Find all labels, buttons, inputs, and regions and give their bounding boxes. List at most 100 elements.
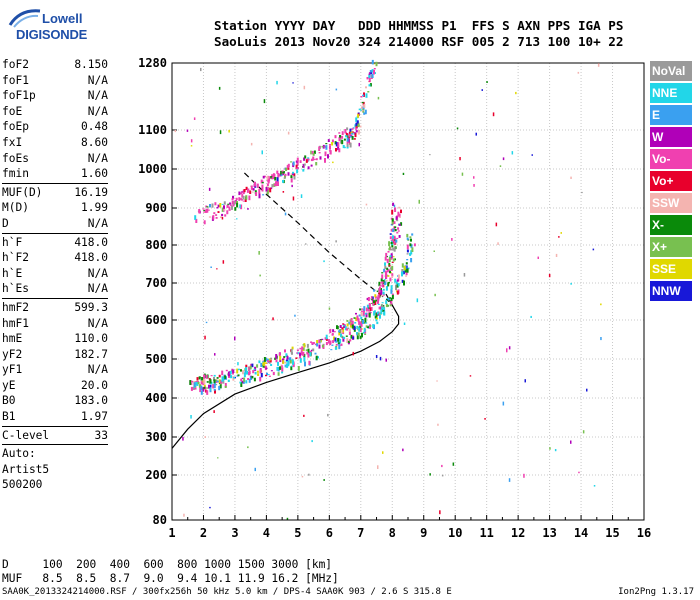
param-value: 418.0 <box>74 251 108 265</box>
f2-high-echo <box>355 126 358 130</box>
o-trace-echo <box>392 228 395 232</box>
f2-multihop-echo <box>296 167 299 170</box>
o-trace-echo <box>351 324 354 329</box>
x-trace-echo <box>317 356 319 359</box>
o-trace-echo <box>373 289 376 292</box>
x-tick-label: 12 <box>511 526 525 540</box>
noise-echo <box>481 89 483 91</box>
o-trace-echo <box>262 361 265 363</box>
param-row: B0 183.0 <box>2 393 108 409</box>
o-trace-echo <box>393 226 396 231</box>
noise-echo <box>437 423 439 426</box>
o-trace-echo <box>386 269 389 273</box>
f2-multihop-echo <box>338 132 341 134</box>
f2-multihop-echo <box>266 190 269 195</box>
f2-multihop-echo <box>327 139 330 142</box>
x-tick-label: 7 <box>357 526 364 540</box>
x-trace-echo <box>242 380 245 384</box>
x-trace-echo <box>389 297 392 299</box>
x-trace-echo <box>216 380 219 383</box>
noise-echo <box>382 451 384 454</box>
f2-multihop-echo <box>211 203 214 208</box>
o-trace-echo <box>252 370 255 374</box>
y-tick-label: 700 <box>145 276 167 290</box>
o-trace-echo <box>391 219 394 225</box>
o-trace-echo <box>338 330 341 333</box>
f2-multihop-echo <box>258 193 261 199</box>
o-trace-echo <box>370 307 373 311</box>
o-trace-echo <box>394 226 397 229</box>
f2-multihop-echo <box>295 160 298 163</box>
noise-echo <box>190 415 192 419</box>
param-row: Artist5 <box>2 462 108 478</box>
o-trace-echo <box>325 342 328 346</box>
f2-multihop-echo <box>313 150 316 154</box>
f2-high-echo <box>369 70 372 73</box>
noise-echo <box>301 475 304 478</box>
x-trace-echo <box>401 269 404 272</box>
f2-multihop-echo <box>246 189 249 193</box>
o-trace-echo <box>270 357 273 360</box>
o-trace-echo <box>200 381 203 385</box>
f2-multihop-echo <box>283 177 286 179</box>
f2-multihop-echo <box>241 194 244 198</box>
legend-item-w: W <box>650 127 692 147</box>
f2-high-echo <box>355 130 358 133</box>
f2-high-echo <box>370 71 373 75</box>
noise-echo <box>267 359 270 361</box>
f2-multihop-echo <box>232 195 234 199</box>
o-trace-echo <box>396 231 399 234</box>
o-trace-echo <box>228 376 230 378</box>
noise-echo <box>261 150 263 155</box>
o-trace-echo <box>279 359 282 362</box>
noise-echo <box>577 71 580 74</box>
noise-echo <box>254 467 256 472</box>
o-trace-echo <box>289 359 292 364</box>
o-trace-echo <box>237 368 240 371</box>
o-trace-echo <box>388 264 391 267</box>
o-trace-echo <box>191 380 194 383</box>
x-trace-echo <box>287 361 290 363</box>
x-trace-echo <box>292 360 294 365</box>
f2-multihop-echo <box>280 174 283 177</box>
noise-echo <box>511 151 514 155</box>
f2-multihop-echo <box>254 181 256 187</box>
x-trace-echo <box>358 327 361 332</box>
x-trace-echo <box>290 366 293 371</box>
f2-multihop-echo <box>304 155 307 159</box>
f2-multihop-echo <box>344 129 347 134</box>
x-trace-echo <box>288 357 291 361</box>
o-trace-echo <box>369 312 372 314</box>
noise-echo <box>508 478 511 482</box>
noise-echo <box>463 273 466 277</box>
noise-echo <box>393 204 396 208</box>
o-trace-echo <box>195 381 198 383</box>
f2-multihop-echo <box>231 205 233 210</box>
o-trace-echo <box>375 299 378 302</box>
param-value: N/A <box>87 282 108 296</box>
param-separator <box>2 444 108 446</box>
o-trace-echo <box>327 339 330 344</box>
o-trace-echo <box>236 368 239 374</box>
x-trace-echo <box>395 283 398 285</box>
o-trace-echo <box>366 297 369 301</box>
o-trace-echo <box>248 370 251 375</box>
param-value: N/A <box>87 104 108 118</box>
f2-multihop-echo <box>269 187 272 193</box>
x-tick-label: 4 <box>263 526 270 540</box>
o-trace-echo <box>373 300 375 303</box>
o-trace-echo <box>362 311 365 317</box>
o-trace-echo <box>213 377 215 381</box>
x-trace-echo <box>297 366 300 371</box>
f2-multihop-echo <box>261 180 264 183</box>
o-trace-echo <box>316 340 319 345</box>
f2-multihop-echo <box>223 201 226 205</box>
o-trace-echo <box>222 380 225 384</box>
noise-echo <box>469 375 472 377</box>
noise-echo <box>335 240 337 243</box>
x-trace-echo <box>259 376 262 382</box>
o-trace-echo <box>232 369 235 373</box>
o-trace-echo <box>338 331 341 336</box>
x-trace-echo <box>406 249 409 253</box>
o-trace-echo <box>392 256 395 258</box>
